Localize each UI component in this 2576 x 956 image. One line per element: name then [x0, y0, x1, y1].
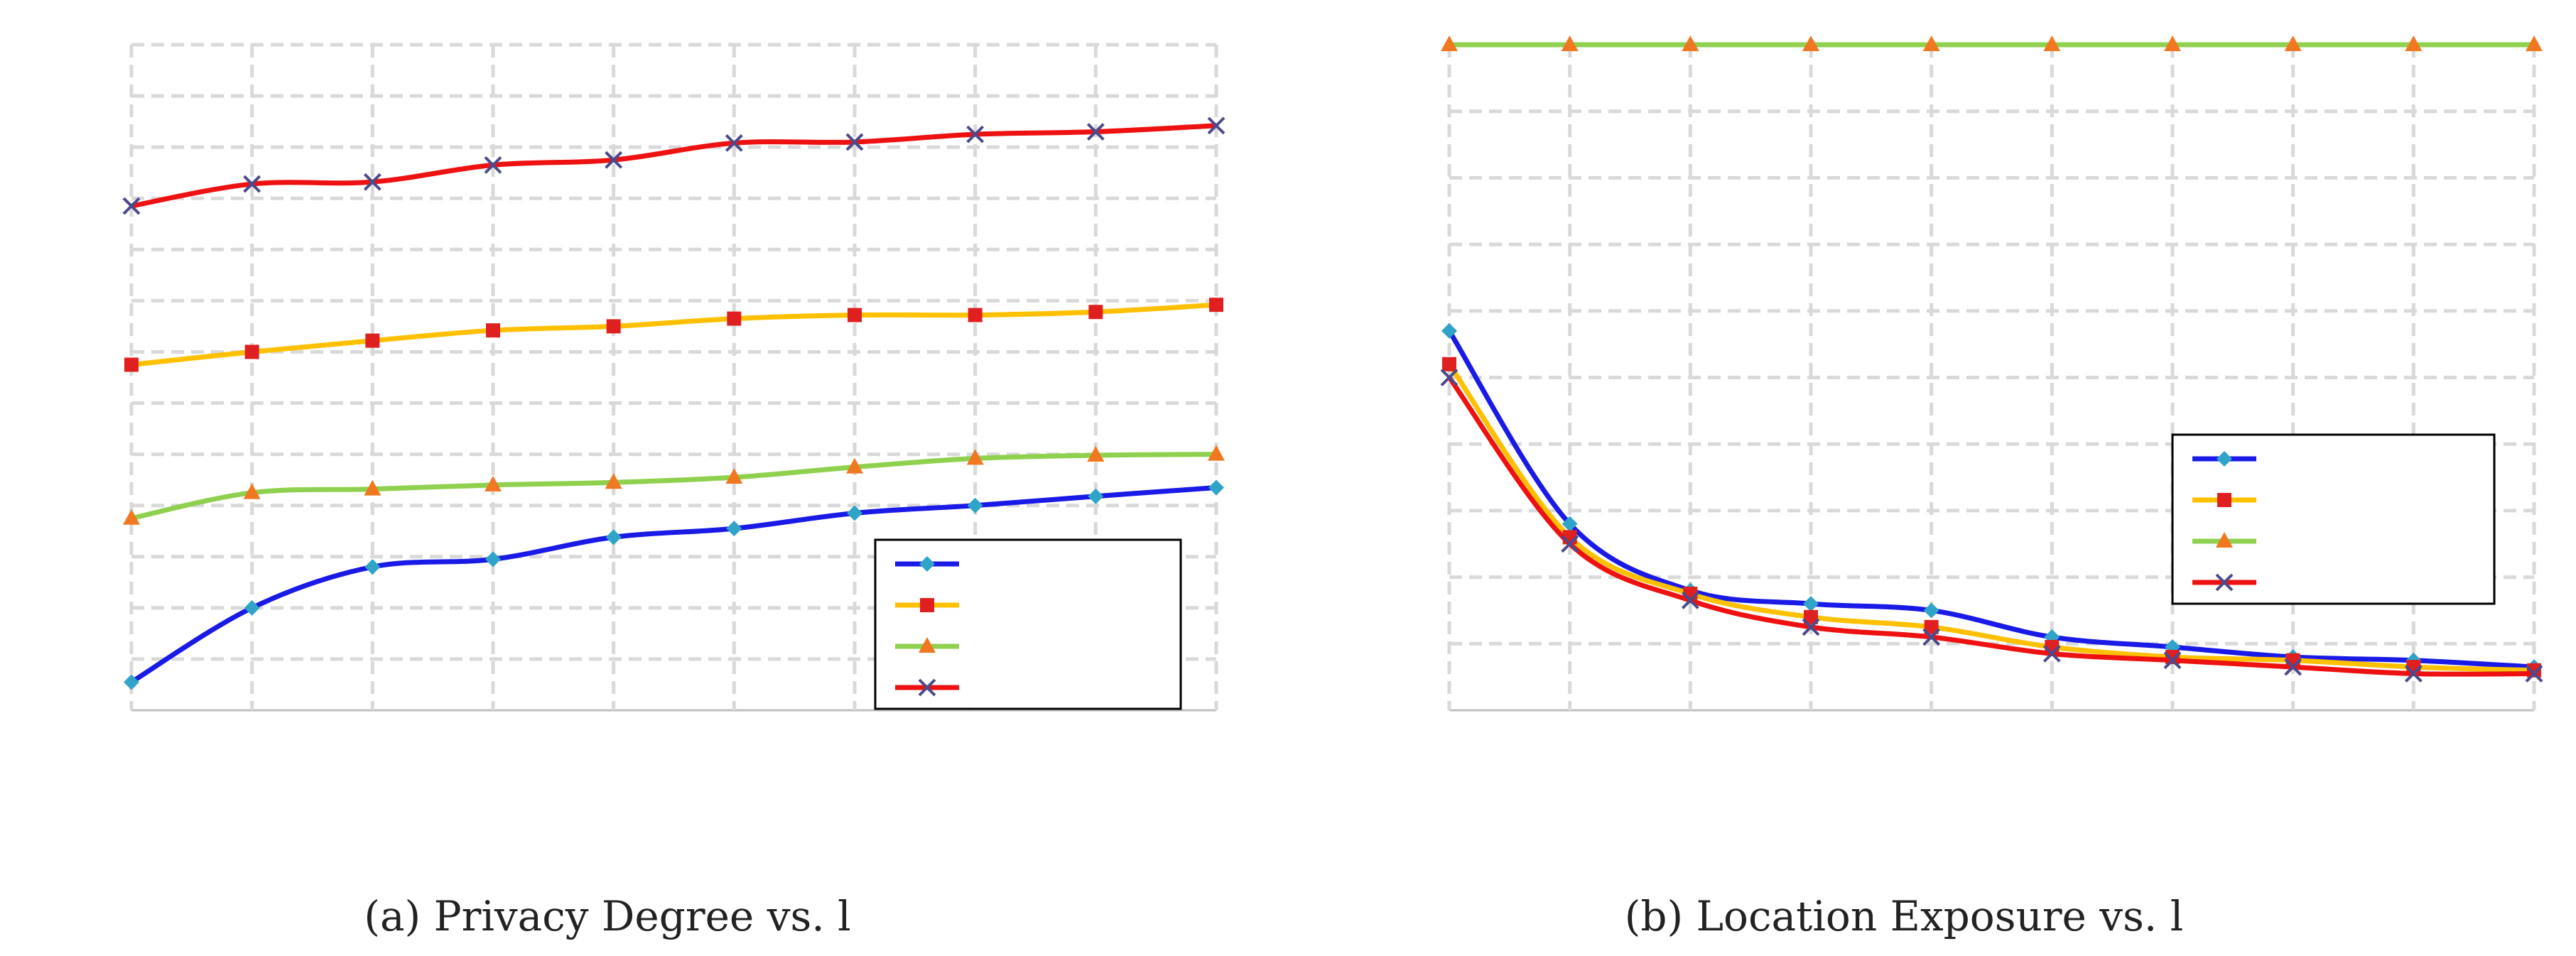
data-point: [1804, 609, 1818, 624]
series-mobicrowd: [1441, 36, 2543, 51]
data-point: [363, 173, 381, 191]
data-point: [846, 457, 863, 474]
data-point: [1923, 602, 1939, 619]
legend: [2171, 433, 2496, 605]
legend-marker: [918, 678, 936, 697]
data-point: [1207, 116, 1225, 135]
data-point: [1922, 628, 1941, 646]
series-mobicache: [124, 298, 1223, 372]
data-point: [1682, 36, 1699, 51]
series-line: [1447, 376, 2535, 677]
data-point: [2526, 36, 2543, 51]
data-point: [1441, 322, 1457, 339]
data-point: [2042, 644, 2061, 663]
series-line: [1447, 330, 2535, 670]
data-point: [1802, 618, 1820, 636]
legend-marker: [2217, 493, 2231, 507]
data-point: [243, 175, 261, 193]
series-ours: [122, 116, 1225, 215]
series-ours: [1440, 369, 2543, 683]
series-dls: [124, 479, 1224, 690]
legend-marker: [2217, 451, 2232, 467]
data-point: [725, 468, 743, 484]
legend: [874, 538, 1182, 710]
data-point: [606, 319, 621, 334]
data-point: [484, 156, 502, 174]
data-point: [485, 475, 502, 491]
series-line: [1447, 362, 2535, 673]
data-point: [123, 509, 140, 525]
data-point: [1681, 591, 1699, 609]
data-point: [1562, 516, 1578, 532]
data-point: [605, 473, 622, 489]
data-point: [725, 134, 743, 152]
data-point: [1208, 479, 1224, 496]
data-point: [1924, 619, 1939, 634]
data-point: [485, 551, 501, 567]
location-exposure-chart: [1440, 36, 2543, 712]
data-point: [966, 125, 985, 143]
data-point: [1441, 36, 1458, 51]
gridlines: [129, 43, 1218, 712]
data-point: [848, 308, 862, 322]
data-point: [966, 449, 984, 465]
data-point: [847, 505, 862, 521]
data-point: [1087, 446, 1105, 462]
data-point: [726, 521, 742, 537]
series-line: [131, 302, 1217, 367]
data-point: [1561, 535, 1579, 553]
caption-b: (b) Location Exposure vs. l: [1625, 892, 2184, 940]
series-line: [131, 452, 1217, 521]
legend-marker: [2216, 532, 2233, 548]
legend-marker: [920, 598, 934, 612]
data-point: [2404, 665, 2423, 683]
data-point: [967, 497, 983, 514]
data-point: [2163, 651, 2182, 670]
data-point: [1922, 36, 1940, 51]
data-point: [2525, 665, 2543, 683]
data-point: [2043, 36, 2061, 51]
data-point: [124, 674, 139, 690]
legend-marker: [919, 637, 936, 653]
data-point: [2284, 36, 2302, 51]
data-point: [364, 479, 381, 496]
data-point: [486, 323, 500, 338]
data-point: [1803, 596, 1819, 612]
data-point: [244, 599, 260, 616]
data-point: [365, 333, 380, 348]
caption-a: (a) Privacy Degree vs. l: [364, 892, 850, 940]
data-point: [1086, 123, 1105, 141]
data-point: [727, 311, 742, 326]
data-point: [2284, 658, 2302, 676]
data-point: [244, 344, 259, 359]
data-point: [364, 559, 381, 575]
data-point: [2405, 36, 2423, 51]
data-point: [1088, 488, 1104, 504]
data-point: [1440, 369, 1459, 386]
series-line: [130, 484, 1217, 685]
data-point: [1208, 445, 1225, 461]
data-point: [1209, 298, 1223, 313]
data-point: [2164, 36, 2181, 51]
data-point: [1561, 36, 1579, 51]
data-point: [243, 483, 261, 499]
legend-marker: [2215, 573, 2234, 592]
data-point: [122, 197, 141, 215]
data-point: [605, 529, 622, 545]
privacy-degree-chart: [122, 43, 1225, 712]
data-point: [1802, 36, 1819, 51]
gridlines: [1447, 43, 2536, 712]
data-point: [845, 133, 864, 151]
data-point: [1442, 357, 1456, 371]
data-point: [968, 308, 983, 322]
data-point: [605, 151, 623, 169]
legend-marker: [919, 556, 935, 572]
series-mobicrowd: [123, 445, 1225, 525]
data-point: [1088, 305, 1103, 320]
data-point: [124, 357, 139, 372]
series-line: [131, 123, 1217, 209]
